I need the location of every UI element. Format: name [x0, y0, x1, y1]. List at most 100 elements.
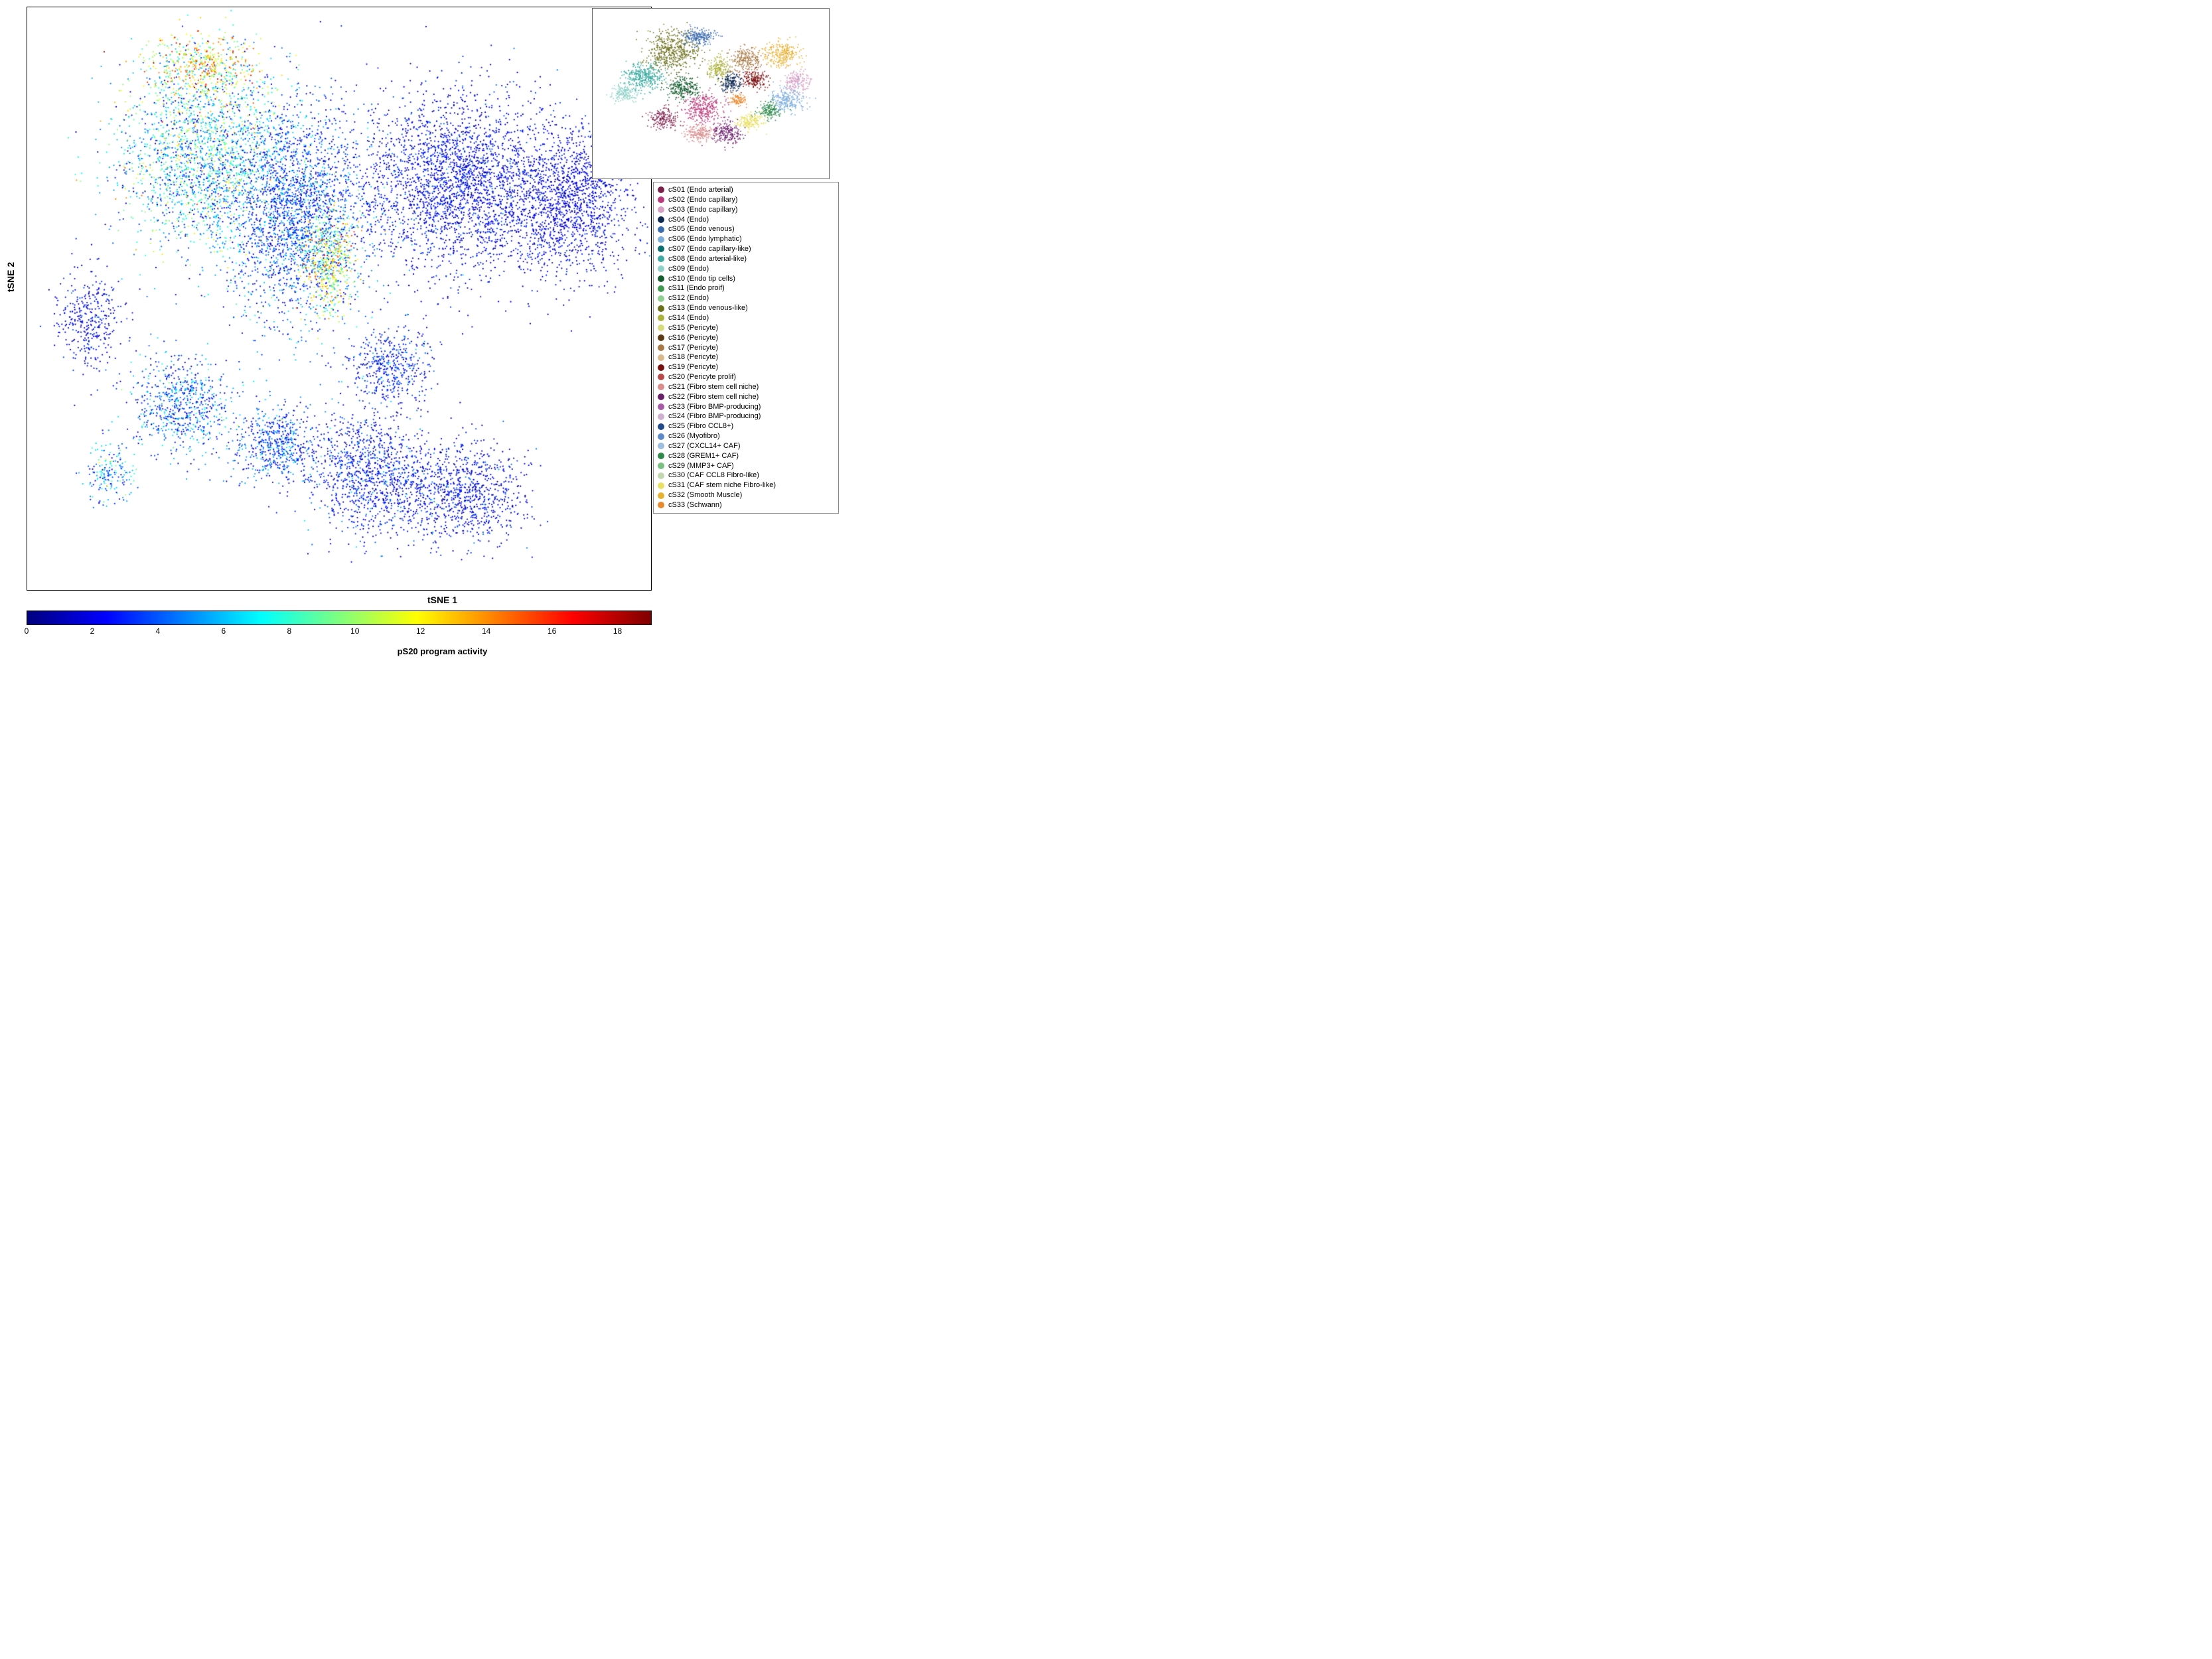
legend-label: cS06 (Endo lymphatic): [668, 234, 742, 244]
legend-swatch: [658, 216, 664, 223]
legend-item: cS32 (Smooth Muscle): [658, 490, 834, 500]
legend-item: cS07 (Endo capillary-like): [658, 244, 834, 254]
colorbar-tick: 16: [548, 626, 556, 636]
legend-item: cS19 (Pericyte): [658, 362, 834, 372]
legend-item: cS33 (Schwann): [658, 500, 834, 510]
legend-item: cS27 (CXCL14+ CAF): [658, 441, 834, 451]
legend-item: cS13 (Endo venous-like): [658, 303, 834, 313]
legend-label: cS09 (Endo): [668, 264, 709, 274]
legend-swatch: [658, 374, 664, 380]
legend-item: cS26 (Myofibro): [658, 431, 834, 441]
legend-swatch: [658, 295, 664, 302]
legend-swatch: [658, 384, 664, 390]
legend-swatch: [658, 394, 664, 400]
legend-label: cS26 (Myofibro): [668, 431, 720, 441]
legend-item: cS01 (Endo arterial): [658, 185, 834, 195]
cluster-legend: cS01 (Endo arterial)cS02 (Endo capillary…: [653, 182, 839, 514]
legend-label: cS03 (Endo capillary): [668, 205, 738, 215]
legend-label: cS19 (Pericyte): [668, 362, 718, 372]
legend-item: cS08 (Endo arterial-like): [658, 254, 834, 264]
colorbar-tick: 8: [287, 626, 291, 636]
legend-item: cS09 (Endo): [658, 264, 834, 274]
legend-label: cS27 (CXCL14+ CAF): [668, 441, 741, 451]
legend-item: cS02 (Endo capillary): [658, 195, 834, 205]
legend-swatch: [658, 364, 664, 371]
y-axis-label: tSNE 2: [5, 262, 16, 292]
colorbar-tick: 14: [482, 626, 490, 636]
legend-swatch: [658, 463, 664, 469]
legend-label: cS15 (Pericyte): [668, 323, 718, 333]
figure: tSNE 2 tSNE 1 cS01 (Endo arterial)cS02 (…: [0, 0, 885, 664]
legend-item: cS10 (Endo tip cells): [658, 274, 834, 284]
legend-item: cS14 (Endo): [658, 313, 834, 323]
legend-swatch: [658, 325, 664, 331]
legend-label: cS20 (Pericyte prolif): [668, 372, 736, 382]
legend-item: cS24 (Fibro BMP-producing): [658, 411, 834, 421]
colorbar-tick: 6: [221, 626, 226, 636]
legend-swatch: [658, 453, 664, 459]
legend-swatch: [658, 482, 664, 489]
legend-item: cS20 (Pericyte prolif): [658, 372, 834, 382]
legend-label: cS28 (GREM1+ CAF): [668, 451, 739, 461]
legend-label: cS18 (Pericyte): [668, 352, 718, 362]
legend-label: cS16 (Pericyte): [668, 333, 718, 343]
legend-item: cS22 (Fibro stem cell niche): [658, 392, 834, 402]
legend-label: cS22 (Fibro stem cell niche): [668, 392, 759, 402]
legend-item: cS29 (MMP3+ CAF): [658, 461, 834, 471]
legend-swatch: [658, 305, 664, 312]
main-tsne-scatter: [27, 7, 652, 591]
legend-label: cS01 (Endo arterial): [668, 185, 733, 195]
colorbar: [27, 611, 652, 625]
legend-swatch: [658, 196, 664, 203]
legend-swatch: [658, 403, 664, 410]
legend-label: cS10 (Endo tip cells): [668, 274, 735, 284]
legend-swatch: [658, 413, 664, 420]
colorbar-tick: 10: [350, 626, 359, 636]
legend-swatch: [658, 423, 664, 430]
legend-label: cS25 (Fibro CCL8+): [668, 421, 733, 431]
legend-item: cS05 (Endo venous): [658, 224, 834, 234]
legend-label: cS05 (Endo venous): [668, 224, 735, 234]
legend-item: cS06 (Endo lymphatic): [658, 234, 834, 244]
colorbar-tick: 12: [416, 626, 425, 636]
colorbar-tick: 4: [156, 626, 161, 636]
legend-item: cS23 (Fibro BMP-producing): [658, 402, 834, 412]
legend-swatch: [658, 492, 664, 499]
legend-item: cS17 (Pericyte): [658, 343, 834, 353]
legend-label: cS21 (Fibro stem cell niche): [668, 382, 759, 392]
legend-swatch: [658, 354, 664, 361]
colorbar-tick: 18: [613, 626, 622, 636]
x-axis-label: tSNE 1: [427, 595, 457, 605]
legend-item: cS12 (Endo): [658, 293, 834, 303]
colorbar-label: pS20 program activity: [398, 646, 488, 656]
legend-swatch: [658, 433, 664, 440]
legend-label: cS14 (Endo): [668, 313, 709, 323]
legend-label: cS29 (MMP3+ CAF): [668, 461, 734, 471]
colorbar-ticks: 024681012141618: [27, 626, 650, 640]
legend-label: cS04 (Endo): [668, 215, 709, 225]
legend-item: cS03 (Endo capillary): [658, 205, 834, 215]
legend-item: cS16 (Pericyte): [658, 333, 834, 343]
legend-swatch: [658, 344, 664, 351]
legend-swatch: [658, 275, 664, 282]
legend-swatch: [658, 502, 664, 508]
legend-item: cS30 (CAF CCL8 Fibro-like): [658, 470, 834, 480]
legend-label: cS30 (CAF CCL8 Fibro-like): [668, 470, 759, 480]
legend-swatch: [658, 315, 664, 321]
legend-swatch: [658, 236, 664, 243]
legend-swatch: [658, 246, 664, 252]
legend-swatch: [658, 206, 664, 213]
inset-tsne-scatter: [592, 8, 830, 179]
legend-label: cS17 (Pericyte): [668, 343, 718, 353]
legend-swatch: [658, 285, 664, 292]
colorbar-tick: 0: [25, 626, 29, 636]
legend-label: cS08 (Endo arterial-like): [668, 254, 747, 264]
legend-label: cS12 (Endo): [668, 293, 709, 303]
legend-label: cS07 (Endo capillary-like): [668, 244, 751, 254]
legend-item: cS28 (GREM1+ CAF): [658, 451, 834, 461]
legend-item: cS25 (Fibro CCL8+): [658, 421, 834, 431]
legend-label: cS23 (Fibro BMP-producing): [668, 402, 761, 412]
legend-swatch: [658, 186, 664, 193]
legend-item: cS04 (Endo): [658, 215, 834, 225]
legend-label: cS02 (Endo capillary): [668, 195, 738, 205]
